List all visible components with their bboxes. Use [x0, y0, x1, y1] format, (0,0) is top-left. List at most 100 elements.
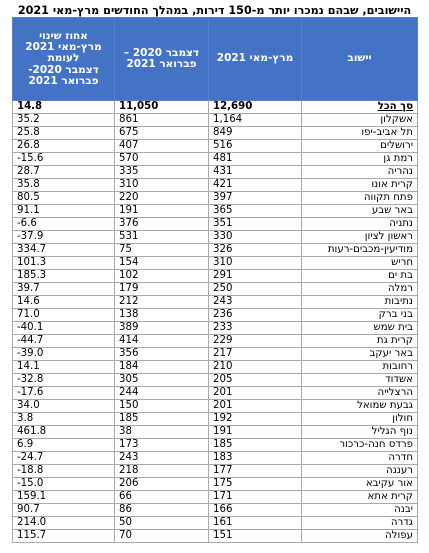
dec-feb-cell: 184	[114, 360, 209, 374]
table-row: באר יעקב 217 356 -39.0	[12, 347, 418, 361]
table-row: אשדוד 205 305 -32.8	[12, 373, 418, 387]
pct-change-cell: 101.3	[12, 256, 115, 270]
dec-feb-cell: 86	[114, 503, 209, 517]
mar-may-cell: 481	[208, 152, 302, 166]
dec-feb-cell: 138	[114, 308, 209, 322]
dec-feb-cell: 531	[114, 230, 209, 244]
mar-may-cell: 250	[208, 282, 302, 296]
mar-may-cell: 421	[208, 178, 302, 192]
mar-may-cell: 431	[208, 165, 302, 179]
mar-may-cell: 175	[208, 477, 302, 491]
header-dec-feb-line: פברואר 2021	[126, 58, 197, 70]
table-row: הרצלייה 201 244 -17.6	[12, 386, 418, 400]
table-row: נתניה 351 376 -6.6	[12, 217, 418, 231]
pct-change-cell: 185.3	[12, 269, 115, 283]
settlement-cell: חדרה	[301, 451, 418, 465]
mar-may-cell: 161	[208, 516, 302, 530]
settlement-cell: אשקלון	[301, 113, 418, 127]
dec-feb-cell: 407	[114, 139, 209, 153]
pct-change-cell: -18.8	[12, 464, 115, 478]
settlement-cell: אשדוד	[301, 373, 418, 387]
table-row: פרדס חנה-כרכור 185 173 6.9	[12, 438, 418, 452]
table-row: חדרה 183 243 -24.7	[12, 451, 418, 465]
settlement-cell: סך הכל	[301, 100, 418, 114]
settlement-cell: רמלה	[301, 282, 418, 296]
settlement-cell: נתניה	[301, 217, 418, 231]
mar-may-cell: 217	[208, 347, 302, 361]
settlement-cell: נהריה	[301, 165, 418, 179]
table-row: עפולה 151 70 115.7	[12, 529, 418, 543]
dec-feb-cell: 861	[114, 113, 209, 127]
mar-may-cell: 516	[208, 139, 302, 153]
pct-change-cell: 35.8	[12, 178, 115, 192]
dec-feb-cell: 179	[114, 282, 209, 296]
table-row: ראשון לציון 330 531 -37.9	[12, 230, 418, 244]
settlement-cell: נוף הגליל	[301, 425, 418, 439]
settlement-cell: רחובות	[301, 360, 418, 374]
header-pct-line: דצמבר 2020-	[28, 63, 99, 76]
settlement-cell: יבנה	[301, 503, 418, 517]
pct-change-cell: 71.0	[12, 308, 115, 322]
mar-may-cell: 171	[208, 490, 302, 504]
table-row: פתח תקווה 397 220 80.5	[12, 191, 418, 205]
pct-change-cell: 115.7	[12, 529, 115, 543]
pct-change-cell: 461.8	[12, 425, 115, 439]
table-row: באר שבע 365 191 91.1	[12, 204, 418, 218]
pct-change-cell: 14.1	[12, 360, 115, 374]
dec-feb-cell: 38	[114, 425, 209, 439]
pct-change-cell: 80.5	[12, 191, 115, 205]
table-row: קרית אונו 421 310 35.8	[12, 178, 418, 192]
settlement-cell: באר יעקב	[301, 347, 418, 361]
settlement-cell: עפולה	[301, 529, 418, 543]
settlements-sales-table: יישוב מרץ-מאי 2021 דצמבר 2020 – פברואר 2…	[12, 17, 418, 543]
dec-feb-cell: 675	[114, 126, 209, 140]
table-row: אור עקיבא 175 206 -15.0	[12, 477, 418, 491]
page-title: היישובים, שבהם נמכרו יותר מ-150 דירות, ב…	[17, 4, 412, 17]
header-pct-line: פברואר 2021	[28, 74, 99, 87]
mar-may-cell: 201	[208, 386, 302, 400]
pct-change-cell: 39.7	[12, 282, 115, 296]
pct-change-cell: -24.7	[12, 451, 115, 465]
header-mar-may-2021: מרץ-מאי 2021	[208, 17, 302, 101]
mar-may-cell: 233	[208, 321, 302, 335]
table-row: חריש 310 154 101.3	[12, 256, 418, 270]
header-dec-feb: דצמבר 2020 – פברואר 2021	[114, 17, 209, 101]
mar-may-cell: 183	[208, 451, 302, 465]
settlement-cell: קרית אתא	[301, 490, 418, 504]
table-row-total: סך הכל 12,690 11,050 14.8	[12, 100, 418, 114]
dec-feb-cell: 191	[114, 204, 209, 218]
pct-change-cell: 6.9	[12, 438, 115, 452]
pct-change-cell: 14.8	[12, 100, 115, 114]
table-row: ירושלים 516 407 26.8	[12, 139, 418, 153]
settlement-cell: בת ים	[301, 269, 418, 283]
mar-may-cell: 326	[208, 243, 302, 257]
table-row: נתיבות 243 212 14.6	[12, 295, 418, 309]
header-dec-feb-line: דצמבר 2020 –	[123, 46, 200, 59]
pct-change-cell: 26.8	[12, 139, 115, 153]
table-row: חולון 192 185 3.8	[12, 412, 418, 426]
table-row: בת ים 291 102 185.3	[12, 269, 418, 283]
settlement-cell: פרדס חנה-כרכור	[301, 438, 418, 452]
mar-may-cell: 365	[208, 204, 302, 218]
header-pct-change: אחוז שינוי מרץ-מאי 2021 לעומת דצמבר 2020…	[12, 17, 115, 101]
pct-change-cell: 214.0	[12, 516, 115, 530]
mar-may-cell: 210	[208, 360, 302, 374]
mar-may-cell: 351	[208, 217, 302, 231]
pct-change-cell: -6.6	[12, 217, 115, 231]
settlement-cell: נתיבות	[301, 295, 418, 309]
dec-feb-cell: 173	[114, 438, 209, 452]
mar-may-cell: 849	[208, 126, 302, 140]
settlement-cell: רמת גן	[301, 152, 418, 166]
dec-feb-cell: 185	[114, 412, 209, 426]
mar-may-cell: 151	[208, 529, 302, 543]
pct-change-cell: -32.8	[12, 373, 115, 387]
pct-change-cell: -15.0	[12, 477, 115, 491]
header-pct-line: אחוז שינוי	[39, 29, 88, 42]
settlement-cell: מודיעין-מכבים-רעות	[301, 243, 418, 257]
dec-feb-cell: 335	[114, 165, 209, 179]
table-row: גבעת שמואל 201 150 34.0	[12, 399, 418, 413]
table-row: בני ברק 236 138 71.0	[12, 308, 418, 322]
table-row: רחובות 210 184 14.1	[12, 360, 418, 374]
pct-change-cell: 3.8	[12, 412, 115, 426]
table-header-row: יישוב מרץ-מאי 2021 דצמבר 2020 – פברואר 2…	[12, 17, 418, 101]
